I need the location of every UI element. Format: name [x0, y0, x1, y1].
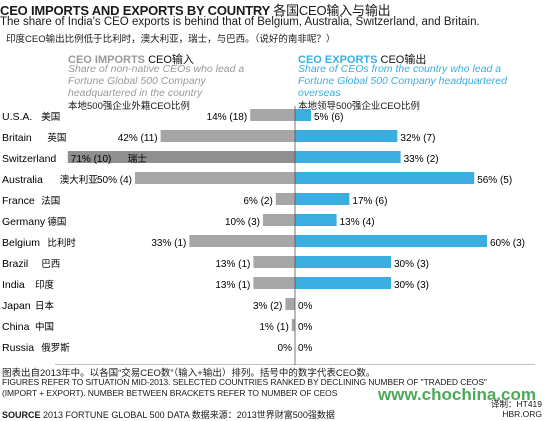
exports-bar-germany	[295, 214, 337, 226]
exports-label-india: 30% (3)	[394, 280, 429, 291]
subtitle-zh: 印度CEO输出比例低于比利时，澳大利亚，瑞士，与巴西。（说好的南非呢？）	[6, 34, 336, 45]
exports-bar-brazil	[295, 256, 391, 268]
category-label-france: France	[2, 195, 35, 207]
category-label-britain: Britain	[2, 132, 32, 144]
category-label-japan: Japan	[2, 300, 31, 312]
exports-bar-u-s-a	[295, 109, 311, 121]
imports-bar-china	[291, 319, 295, 331]
exports-bar-britain	[295, 130, 398, 142]
imports-label-china: 1% (1)	[259, 322, 288, 333]
exports-label-belgium: 60% (3)	[490, 238, 525, 249]
exports-label-japan: 0%	[298, 301, 313, 312]
category-label-u-s-a: U.S.A.	[2, 111, 32, 123]
imports-label-germany: 10% (3)	[225, 217, 260, 228]
category-label-zh-u-s-a: 美国	[41, 111, 60, 123]
category-label-brazil: Brazil	[2, 258, 28, 270]
exports-label-germany: 13% (4)	[340, 217, 375, 228]
imports-label-india: 13% (1)	[215, 280, 250, 291]
imports-label-switzerland: 71% (10)	[71, 154, 112, 165]
exports-label-france: 17% (6)	[352, 196, 387, 207]
credit-translator: 译制：HT419	[490, 399, 542, 409]
category-label-zh-france: 法国	[41, 195, 60, 207]
category-label-zh-china: 中国	[35, 321, 54, 333]
category-label-zh-india: 印度	[35, 279, 55, 291]
category-label-switzerland: Switzerland	[2, 153, 56, 165]
exports-bar-belgium	[295, 235, 487, 247]
category-label-russia: Russia	[2, 342, 34, 354]
exports-bar-australia	[295, 172, 475, 184]
category-label-india: India	[2, 279, 25, 291]
watermark-text: www.chochina.com	[377, 385, 536, 404]
subtitle: The share of India's CEO exports is behi…	[0, 16, 480, 28]
credit-hbr: HBR.ORG	[502, 409, 542, 419]
imports-bar-belgium	[189, 235, 295, 247]
category-label-zh-britain: 英国	[47, 132, 66, 144]
imports-bar-britain	[160, 130, 295, 142]
imports-bar-u-s-a	[250, 109, 295, 121]
imports-label-zh-switzerland: 瑞士	[128, 153, 148, 165]
category-label-zh-brazil: 巴西	[41, 259, 60, 270]
exports-header-description-zh: 本地领导500强企业CEO比例	[298, 101, 420, 112]
imports-bar-japan	[285, 298, 295, 310]
exports-label-britain: 32% (7)	[400, 133, 435, 144]
category-label-zh-belgium: 比利时	[47, 237, 76, 249]
imports-label-brazil: 13% (1)	[215, 259, 250, 270]
footnote-en: FIGURES REFER TO SITUATION MID-2013. SEL…	[2, 377, 487, 398]
footnote-zh: 图表出自2013年中。以各国“交易CEO数”（输入+输出）排列。括号中的数字代表…	[2, 368, 376, 379]
source-label: SOURCE	[2, 410, 41, 420]
category-label-belgium: Belgium	[2, 237, 40, 249]
imports-label-britain: 42% (11)	[118, 133, 158, 144]
imports-header-description-zh: 本地500强企业外籍CEO比例	[68, 101, 190, 112]
exports-label-u-s-a: 5% (6)	[314, 112, 343, 123]
category-label-china: China	[2, 321, 30, 333]
ceo-imports-exports-chart: U.S.A. 美国 14% (18) 5% (6) Britain 英国 42% (11) 3…	[2, 106, 535, 365]
exports-title-zh: CEO输出	[380, 54, 427, 66]
source-line: SOURCE 2013 FORTUNE GLOBAL 500 DATA 数据来源…	[2, 408, 335, 421]
imports-label-russia: 0%	[278, 343, 293, 354]
source-zh: 数据来源：2013世界财富500强数据	[191, 410, 335, 420]
category-label-zh-australia: 澳大利亚	[60, 174, 99, 186]
imports-bar-australia	[135, 172, 295, 184]
exports-label-switzerland: 33% (2)	[404, 154, 439, 165]
page-title: CEO IMPORTS AND EXPORTS BY COUNTRY 各国CEO…	[0, 0, 391, 19]
category-label-zh-germany: 德国	[47, 216, 66, 228]
exports-header-description: Share of CEOs from the country who lead …	[298, 63, 507, 99]
imports-label-australia: 50% (4)	[97, 175, 132, 186]
imports-bar-brazil	[253, 256, 295, 268]
exports-bar-india	[295, 277, 391, 289]
imports-bar-germany	[263, 214, 295, 226]
category-label-zh-japan: 日本	[35, 300, 55, 312]
imports-label-japan: 3% (2)	[253, 301, 282, 312]
exports-bar-france	[295, 193, 350, 205]
category-label-germany: Germany	[2, 216, 46, 228]
category-label-zh-russia: 俄罗斯	[41, 342, 70, 354]
imports-header-description: Share of non-native CEOs who lead a Fort…	[68, 63, 245, 99]
exports-label-australia: 56% (5)	[477, 175, 512, 186]
exports-label-china: 0%	[298, 322, 313, 333]
exports-label-russia: 0%	[298, 343, 313, 354]
imports-bar-switzerland	[67, 151, 295, 163]
imports-title-zh: CEO输入	[148, 54, 194, 66]
exports-label-brazil: 30% (3)	[394, 259, 429, 270]
exports-bar-switzerland	[295, 151, 401, 163]
imports-label-u-s-a: 14% (18)	[207, 112, 248, 123]
imports-bar-india	[253, 277, 295, 289]
title-en: CEO IMPORTS AND EXPORTS BY COUNTRY	[0, 3, 270, 18]
title-zh: 各国CEO输入与输出	[273, 3, 391, 18]
imports-label-belgium: 33% (1)	[151, 238, 186, 249]
category-label-australia: Australia	[2, 174, 43, 186]
imports-title-en: CEO IMPORTS	[68, 54, 146, 66]
exports-title-en: CEO EXPORTS	[298, 54, 378, 66]
imports-header-title: CEO IMPORTS CEO输入	[68, 51, 194, 67]
exports-header-title: CEO EXPORTS CEO输出	[298, 51, 426, 67]
imports-label-france: 6% (2)	[243, 196, 272, 207]
imports-bar-france	[275, 193, 295, 205]
source-text: 2013 FORTUNE GLOBAL 500 DATA	[43, 410, 190, 420]
